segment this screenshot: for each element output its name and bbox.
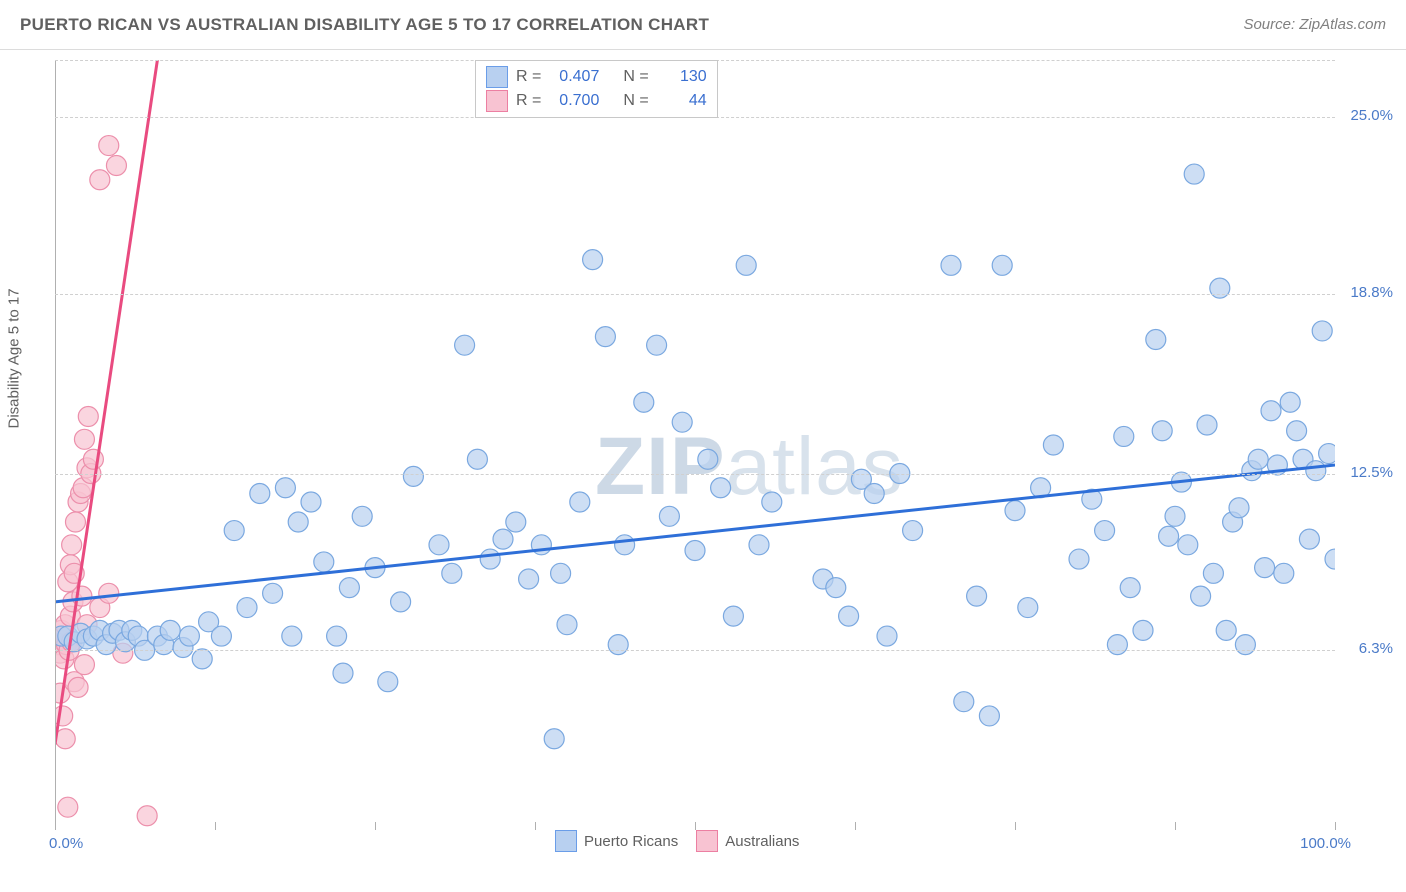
chart-area: ZIPatlas 6.3%12.5%18.8%25.0% 0.0% 100.0%…: [55, 60, 1335, 830]
swatch-pink: [486, 90, 508, 112]
n-value-2: 44: [657, 92, 707, 110]
series-legend: Puerto Ricans Australians: [555, 830, 799, 852]
swatch-blue: [486, 66, 508, 88]
r-label-1: R =: [516, 68, 541, 86]
r-label-2: R =: [516, 92, 541, 110]
scatter-plot: [55, 60, 1335, 830]
header-bar: PUERTO RICAN VS AUSTRALIAN DISABILITY AG…: [0, 0, 1406, 50]
n-label-1: N =: [623, 68, 648, 86]
legend-swatch-pink: [696, 830, 718, 852]
y-axis-label: Disability Age 5 to 17: [6, 288, 23, 428]
legend-label-series2: Australians: [725, 833, 799, 850]
x-axis-min-label: 0.0%: [49, 835, 83, 852]
legend-swatch-blue: [555, 830, 577, 852]
n-value-1: 130: [657, 68, 707, 86]
statistics-legend-box: R = 0.407 N = 130 R = 0.700 N = 44: [475, 60, 718, 118]
n-label-2: N =: [623, 92, 648, 110]
r-value-2: 0.700: [549, 92, 599, 110]
legend-label-series1: Puerto Ricans: [584, 833, 678, 850]
stat-row-series2: R = 0.700 N = 44: [486, 89, 707, 113]
y-tick-label: 6.3%: [1359, 640, 1393, 657]
chart-title: PUERTO RICAN VS AUSTRALIAN DISABILITY AG…: [20, 15, 709, 35]
legend-item-series1: Puerto Ricans: [555, 830, 678, 852]
y-tick-label: 12.5%: [1350, 464, 1393, 481]
source-attribution: Source: ZipAtlas.com: [1243, 16, 1386, 33]
y-axis-line: [55, 60, 56, 830]
r-value-1: 0.407: [549, 68, 599, 86]
stat-row-series1: R = 0.407 N = 130: [486, 65, 707, 89]
x-axis-max-label: 100.0%: [1300, 835, 1351, 852]
y-tick-label: 18.8%: [1350, 284, 1393, 301]
y-tick-label: 25.0%: [1350, 107, 1393, 124]
legend-item-series2: Australians: [696, 830, 799, 852]
